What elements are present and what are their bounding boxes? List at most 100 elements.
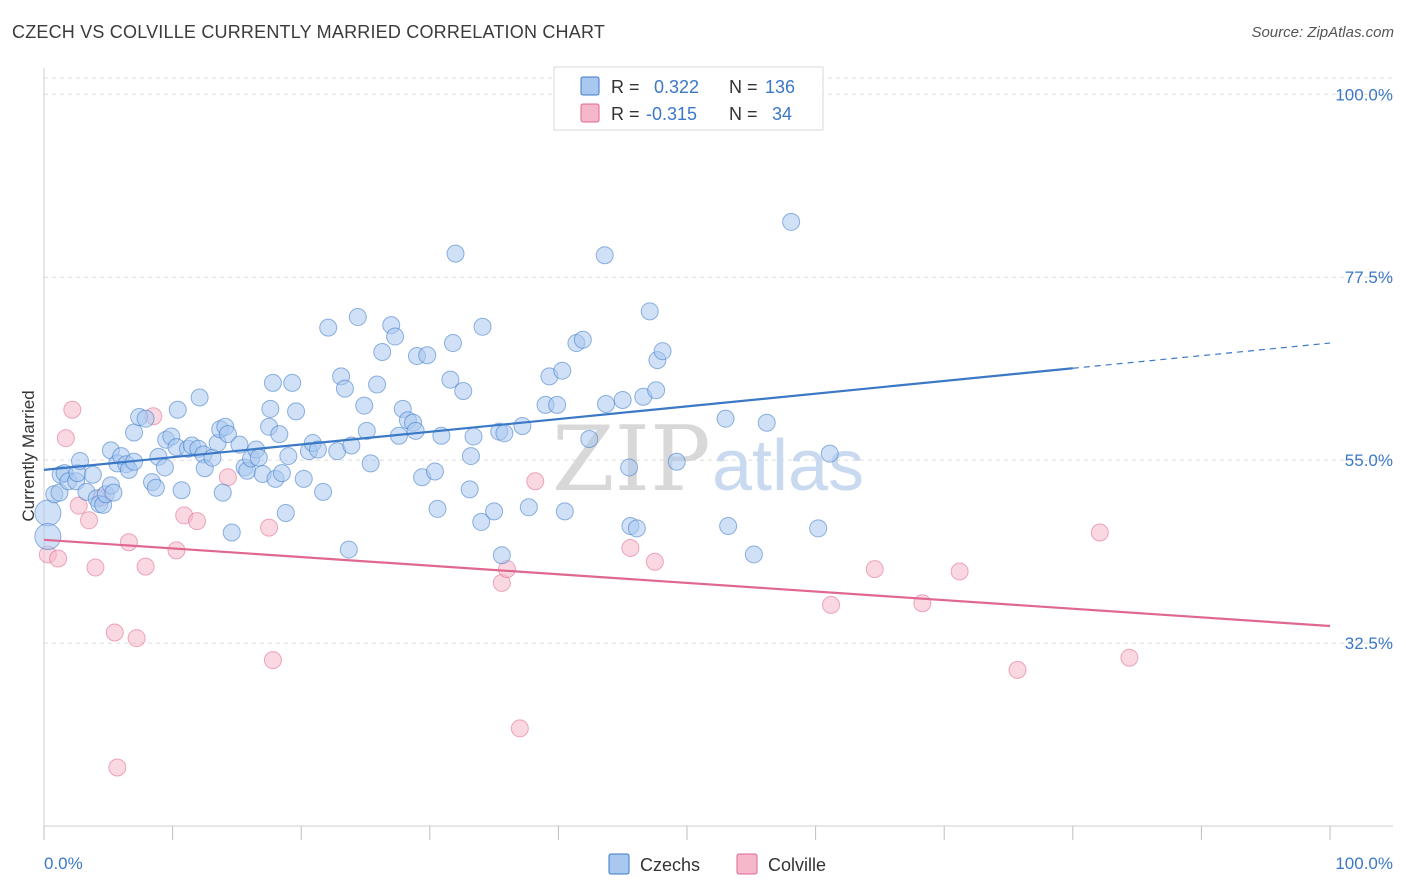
czechs-point bbox=[553, 361, 572, 380]
czechs-point bbox=[464, 427, 483, 446]
czechs-point bbox=[222, 523, 241, 542]
colville-point bbox=[105, 623, 124, 642]
czechs-point bbox=[348, 308, 367, 327]
czechs-trendline-extension bbox=[1072, 342, 1331, 369]
trendlines bbox=[43, 342, 1331, 628]
czechs-point bbox=[647, 381, 666, 400]
czechs-point bbox=[443, 334, 462, 353]
colville-point bbox=[621, 538, 640, 557]
czechs-point bbox=[276, 503, 295, 522]
bottom-legend: Czechs Colville bbox=[608, 853, 826, 875]
czechs-point bbox=[335, 379, 354, 398]
y-tick-label: 55.0% bbox=[1345, 451, 1393, 470]
x-tick-label-max: 100.0% bbox=[1335, 854, 1393, 873]
czechs-point bbox=[441, 370, 460, 389]
czechs-point bbox=[418, 346, 437, 365]
czechs-point bbox=[355, 396, 374, 415]
czechs-point bbox=[287, 402, 306, 421]
czechs-point bbox=[136, 409, 155, 428]
czechs-point bbox=[613, 390, 632, 409]
legend-swatch-colville bbox=[580, 103, 600, 123]
colville-point bbox=[108, 758, 127, 777]
bottom-legend-swatch-czechs bbox=[608, 853, 630, 875]
legend-n-value-2: 34 bbox=[772, 104, 792, 124]
czechs-point bbox=[653, 342, 672, 361]
source-credit: Source: ZipAtlas.com bbox=[1251, 24, 1394, 41]
czechs-point bbox=[155, 458, 174, 477]
czechs-point bbox=[263, 373, 282, 392]
legend-r-value-2: -0.315 bbox=[646, 104, 697, 124]
czechs-point bbox=[573, 330, 592, 349]
czechs-point bbox=[368, 375, 387, 394]
czechs-point bbox=[744, 545, 763, 564]
y-tick-labels: 100.0% 77.5% 55.0% 32.5% bbox=[1335, 85, 1393, 653]
czechs-point bbox=[454, 382, 473, 401]
czechs-point bbox=[485, 502, 504, 521]
czechs-point bbox=[716, 409, 735, 428]
colville-point bbox=[80, 511, 99, 530]
czechs-point bbox=[425, 462, 444, 481]
legend-n-label-2: N = bbox=[729, 104, 758, 124]
colville-point bbox=[69, 496, 88, 515]
colville-point bbox=[1090, 523, 1109, 542]
czechs-point bbox=[230, 435, 249, 454]
czechs-point bbox=[190, 388, 209, 407]
czechs-point bbox=[104, 483, 123, 502]
y-tick-label: 77.5% bbox=[1345, 268, 1393, 287]
czechs-point bbox=[218, 425, 237, 444]
legend-r-label-1: R = bbox=[611, 77, 640, 97]
czechs-point bbox=[719, 516, 738, 535]
colville-point bbox=[136, 557, 155, 576]
czechs-point bbox=[473, 317, 492, 336]
czechs-point bbox=[308, 440, 327, 459]
czechs-point bbox=[270, 425, 289, 444]
colville-point bbox=[260, 518, 279, 537]
colville-point bbox=[127, 629, 146, 648]
czechs-point bbox=[446, 244, 465, 263]
czechs-point bbox=[249, 448, 268, 467]
czechs-point bbox=[461, 447, 480, 466]
czechs-point bbox=[172, 481, 191, 500]
czechs-point bbox=[460, 480, 479, 499]
czechs-point bbox=[596, 395, 615, 414]
legend-swatch-czechs bbox=[580, 76, 600, 96]
colville-point bbox=[263, 651, 282, 670]
x-tick-label-min: 0.0% bbox=[44, 854, 83, 873]
axes bbox=[43, 68, 1393, 840]
czechs-point bbox=[283, 373, 302, 392]
czechs-point bbox=[519, 498, 538, 517]
colville-point bbox=[1008, 660, 1027, 679]
czechs-point bbox=[34, 523, 62, 551]
czechs-point bbox=[782, 212, 801, 231]
czechs-point bbox=[667, 452, 686, 471]
colville-point bbox=[822, 595, 841, 614]
colville-point bbox=[645, 552, 664, 571]
colville-point bbox=[119, 533, 138, 552]
czechs-trendline bbox=[43, 367, 1073, 471]
czechs-point bbox=[809, 519, 828, 538]
colville-point bbox=[56, 429, 75, 448]
czechs-point bbox=[213, 483, 232, 502]
czechs-point bbox=[319, 318, 338, 337]
czechs-point bbox=[168, 400, 187, 419]
colville-point bbox=[950, 562, 969, 581]
czechs-point bbox=[495, 424, 514, 443]
czechs-point bbox=[428, 499, 447, 518]
czechs-point bbox=[279, 447, 298, 466]
czechs-point bbox=[34, 499, 62, 527]
chart-title: CZECH VS COLVILLE CURRENTLY MARRIED CORR… bbox=[12, 22, 606, 42]
colville-point bbox=[218, 468, 237, 487]
czechs-point bbox=[548, 395, 567, 414]
gridlines bbox=[44, 77, 1393, 644]
czechs-point bbox=[580, 429, 599, 448]
czechs-point bbox=[261, 399, 280, 418]
colville-point bbox=[63, 400, 82, 419]
czechs-point bbox=[595, 246, 614, 265]
czechs-point bbox=[361, 454, 380, 473]
colville-points bbox=[38, 400, 1139, 777]
czechs-point bbox=[314, 482, 333, 501]
watermark-atlas: atlas bbox=[712, 426, 864, 506]
bottom-legend-czechs: Czechs bbox=[640, 855, 700, 875]
czechs-point bbox=[386, 327, 405, 346]
czechs-point bbox=[555, 502, 574, 521]
